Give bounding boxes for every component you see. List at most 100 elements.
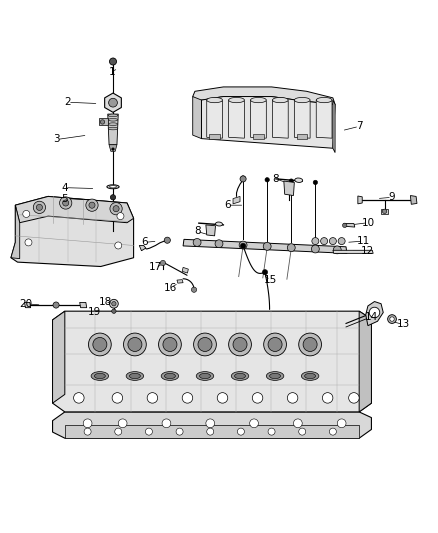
Polygon shape: [316, 100, 332, 138]
Polygon shape: [294, 100, 310, 138]
Circle shape: [110, 300, 118, 308]
Polygon shape: [193, 96, 201, 139]
Ellipse shape: [200, 374, 210, 378]
Ellipse shape: [108, 114, 118, 117]
Circle shape: [193, 238, 201, 246]
Circle shape: [268, 337, 282, 351]
Circle shape: [333, 246, 341, 254]
Circle shape: [321, 238, 328, 245]
Polygon shape: [139, 246, 146, 251]
Circle shape: [112, 309, 116, 313]
Circle shape: [74, 393, 84, 403]
Polygon shape: [333, 100, 335, 152]
Circle shape: [115, 428, 122, 435]
Bar: [65, 425, 359, 438]
Polygon shape: [206, 225, 215, 236]
Circle shape: [299, 428, 306, 435]
Ellipse shape: [272, 98, 288, 103]
Polygon shape: [183, 239, 347, 253]
Circle shape: [109, 98, 117, 107]
Text: 17: 17: [149, 262, 162, 272]
Polygon shape: [207, 100, 223, 138]
Circle shape: [313, 180, 318, 184]
Circle shape: [207, 428, 214, 435]
Polygon shape: [229, 100, 244, 138]
Circle shape: [329, 238, 336, 245]
Ellipse shape: [130, 374, 140, 378]
Circle shape: [206, 419, 215, 427]
Text: 13: 13: [396, 319, 410, 329]
Polygon shape: [359, 311, 371, 412]
Circle shape: [84, 428, 91, 435]
Circle shape: [36, 204, 42, 211]
Circle shape: [229, 333, 251, 356]
Polygon shape: [201, 96, 335, 148]
Circle shape: [250, 419, 258, 427]
Polygon shape: [25, 302, 31, 308]
Circle shape: [33, 201, 46, 214]
Circle shape: [252, 393, 263, 403]
Polygon shape: [333, 251, 373, 253]
Circle shape: [63, 200, 69, 206]
Ellipse shape: [126, 372, 144, 381]
Circle shape: [113, 206, 119, 212]
Circle shape: [191, 287, 197, 292]
Ellipse shape: [231, 372, 249, 381]
Text: 20: 20: [19, 298, 32, 309]
Ellipse shape: [165, 374, 175, 378]
Circle shape: [182, 393, 193, 403]
Circle shape: [239, 241, 247, 249]
Circle shape: [162, 419, 171, 427]
Ellipse shape: [215, 222, 223, 226]
Circle shape: [369, 307, 380, 318]
Polygon shape: [80, 302, 87, 308]
Polygon shape: [182, 268, 188, 273]
Circle shape: [86, 199, 98, 211]
Circle shape: [312, 238, 319, 245]
Circle shape: [311, 245, 319, 253]
Circle shape: [265, 177, 269, 182]
Circle shape: [83, 419, 92, 427]
Ellipse shape: [294, 98, 310, 103]
Bar: [209, 134, 220, 140]
Circle shape: [343, 223, 347, 228]
Circle shape: [117, 213, 124, 220]
Circle shape: [329, 428, 336, 435]
Circle shape: [60, 197, 72, 209]
Circle shape: [23, 211, 30, 217]
Text: 10: 10: [361, 217, 374, 228]
Text: 2: 2: [64, 97, 71, 107]
Circle shape: [147, 393, 158, 403]
Polygon shape: [109, 145, 117, 151]
Circle shape: [89, 202, 95, 208]
Circle shape: [349, 393, 359, 403]
Text: 9: 9: [389, 192, 396, 203]
Circle shape: [322, 393, 333, 403]
Circle shape: [53, 302, 59, 308]
Text: 7: 7: [356, 122, 363, 131]
Circle shape: [237, 428, 244, 435]
Circle shape: [159, 333, 181, 356]
Circle shape: [263, 243, 271, 251]
Polygon shape: [381, 209, 388, 214]
Circle shape: [240, 176, 246, 182]
Circle shape: [100, 120, 105, 124]
Polygon shape: [11, 205, 20, 259]
Circle shape: [110, 203, 122, 215]
Circle shape: [337, 419, 346, 427]
Circle shape: [262, 270, 268, 275]
Polygon shape: [53, 311, 371, 412]
Ellipse shape: [161, 372, 179, 381]
Ellipse shape: [108, 127, 118, 130]
Circle shape: [268, 428, 275, 435]
Circle shape: [215, 240, 223, 248]
Ellipse shape: [304, 374, 315, 378]
Text: 6: 6: [141, 237, 148, 247]
Circle shape: [118, 419, 127, 427]
Ellipse shape: [301, 372, 319, 381]
Text: 15: 15: [264, 274, 277, 285]
Polygon shape: [193, 87, 335, 104]
Polygon shape: [410, 196, 417, 204]
Ellipse shape: [95, 374, 105, 378]
Circle shape: [287, 393, 298, 403]
